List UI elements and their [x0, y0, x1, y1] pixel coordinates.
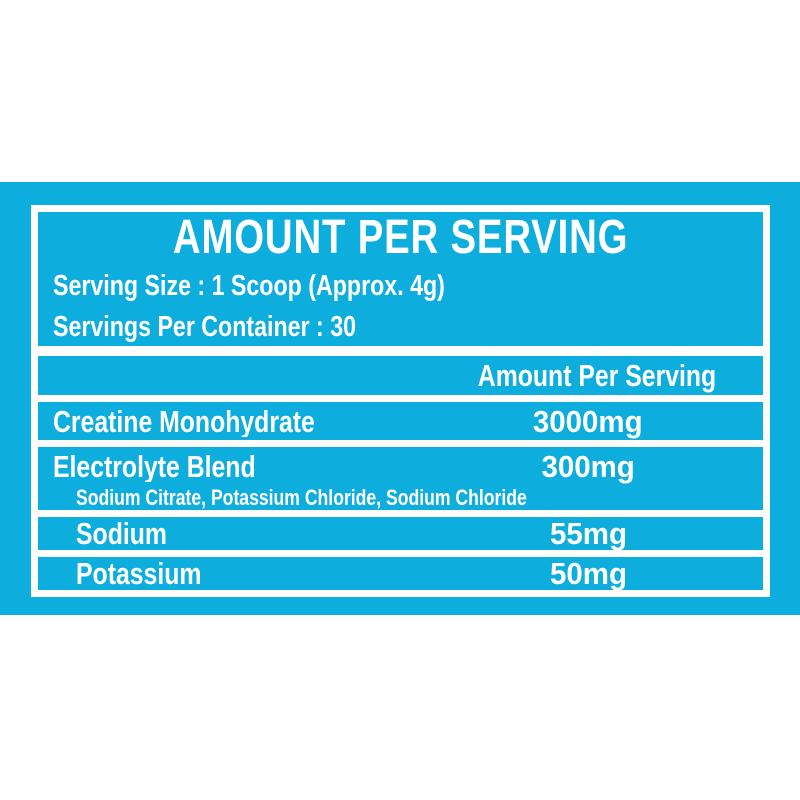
ingredient-name-cell: Sodium — [38, 518, 448, 549]
rule-4 — [38, 550, 763, 557]
rule-2 — [38, 440, 763, 447]
panel-title-row: AMOUNT PER SERVING — [38, 214, 763, 262]
blend-sub-ingredients: Sodium Citrate, Potassium Chloride, Sodi… — [76, 485, 527, 510]
amount-per-serving-header: Amount Per Serving — [477, 358, 717, 393]
ingredient-amount: 3000mg — [533, 403, 643, 439]
ingredient-amount-cell: 50mg — [448, 558, 728, 589]
ingredient-amount-cell: 300mg — [448, 451, 728, 482]
serving-size-text: Serving Size : 1 Scoop (Approx. 4g) — [53, 270, 445, 302]
ingredient-amount: 50mg — [549, 556, 627, 591]
supplement-facts-panel: AMOUNT PER SERVING Serving Size : 1 Scoo… — [0, 182, 800, 615]
table-row: Electrolyte Blend 300mg Sodium Citrate, … — [38, 447, 763, 510]
rule-below-header — [38, 346, 763, 356]
ingredient-name: Creatine Monohydrate — [53, 405, 315, 437]
table-row: Potassium 50mg — [38, 557, 763, 590]
table-row: Sodium 55mg — [38, 517, 763, 550]
servings-per-container-text: Servings Per Container : 30 — [53, 311, 356, 343]
facts-frame: AMOUNT PER SERVING Serving Size : 1 Scoo… — [31, 205, 770, 597]
ingredient-amount-cell: 55mg — [448, 518, 728, 549]
ingredient-name-cell: Electrolyte Blend — [38, 451, 448, 482]
panel-title: AMOUNT PER SERVING — [172, 211, 629, 264]
ingredient-amount-cell: 3000mg — [448, 406, 728, 437]
serving-size-row: Serving Size : 1 Scoop (Approx. 4g) — [38, 272, 763, 301]
ingredient-name: Sodium — [76, 518, 167, 549]
table-row: Creatine Monohydrate 3000mg — [38, 402, 763, 440]
ingredient-name: Potassium — [76, 558, 202, 589]
table-header-amount-cell: Amount Per Serving — [448, 360, 728, 391]
ingredient-name: Electrolyte Blend — [53, 451, 256, 482]
rule-1 — [38, 395, 763, 402]
ingredient-name-cell: Creatine Monohydrate — [38, 406, 448, 437]
blend-sub-ingredients-row: Sodium Citrate, Potassium Chloride, Sodi… — [38, 487, 763, 510]
ingredient-name-cell: Potassium — [38, 558, 448, 589]
table-header-row: Amount Per Serving — [38, 356, 763, 395]
header-section: AMOUNT PER SERVING Serving Size : 1 Scoo… — [38, 212, 763, 346]
rule-3 — [38, 510, 763, 517]
servings-per-container-row: Servings Per Container : 30 — [38, 313, 763, 342]
ingredient-amount: 55mg — [549, 516, 627, 551]
ingredient-amount: 300mg — [541, 449, 635, 484]
blend-main-line: Electrolyte Blend 300mg — [38, 451, 763, 482]
